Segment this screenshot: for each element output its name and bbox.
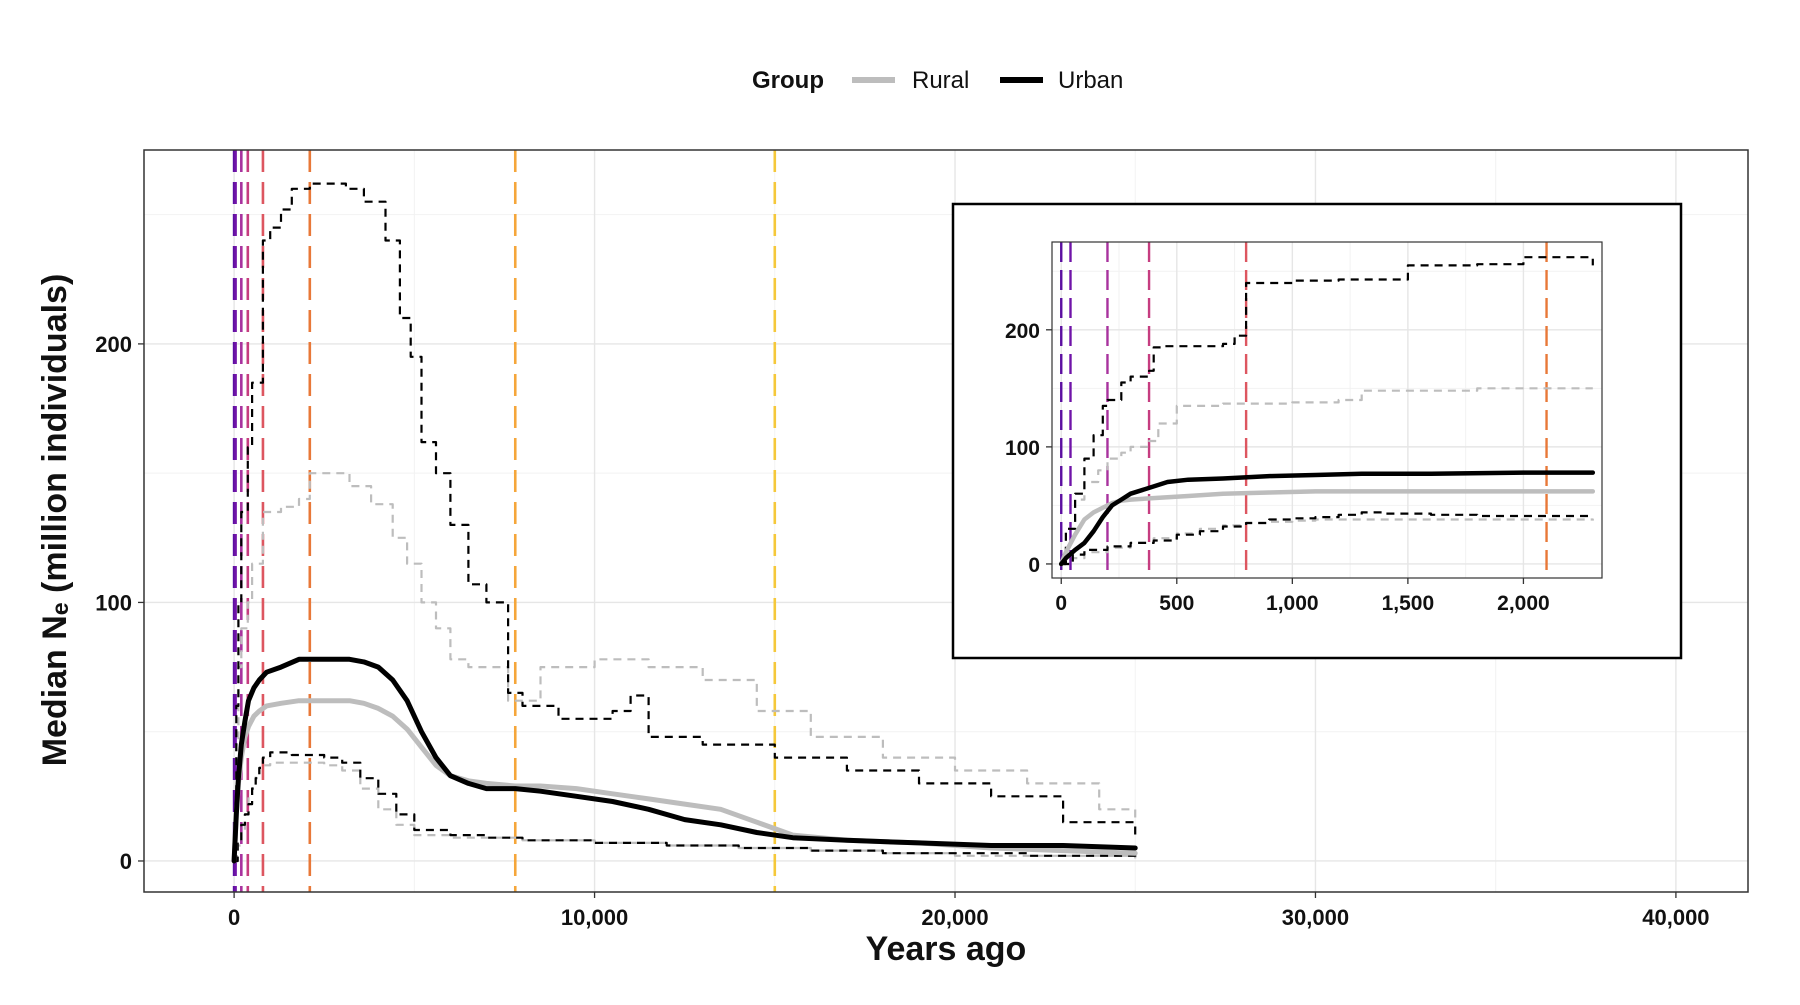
main-plot-frame xyxy=(143,149,1749,893)
inset-plot: 0 500 1,000 1,500 2,000 0 100 200 xyxy=(951,202,1683,660)
inset-x-axis: 0 500 1,000 1,500 2,000 xyxy=(1055,578,1550,615)
y-tick-label: 100 xyxy=(95,590,132,615)
series-line-rural xyxy=(231,698,1138,864)
x-tick-label: 500 xyxy=(1159,592,1194,615)
main-y-axis: 0 100 200 xyxy=(95,332,144,874)
inset-series xyxy=(1058,256,1596,567)
x-tick-label: 0 xyxy=(228,905,240,930)
inset-plot-frame xyxy=(1051,241,1603,579)
x-tick-label: 40,000 xyxy=(1642,905,1709,930)
x-tick-label: 0 xyxy=(1055,592,1067,615)
legend-label-urban: Urban xyxy=(1058,67,1123,94)
series-line-urban-upper xyxy=(1061,256,1594,566)
series-line-urban xyxy=(231,656,1138,864)
series-line-rural xyxy=(1058,489,1596,567)
y-tick-label: 0 xyxy=(1028,554,1040,577)
x-tick-label: 1,500 xyxy=(1382,592,1435,615)
legend-title: Group xyxy=(752,67,824,94)
y-tick-label: 0 xyxy=(120,849,132,874)
main-series xyxy=(231,182,1138,864)
inset-y-axis: 0 100 200 xyxy=(1005,320,1052,577)
x-axis-title: Years ago xyxy=(866,930,1027,968)
main-plot: 0 10,000 20,000 30,000 40,000 0 100 200 xyxy=(95,149,1749,930)
y-tick-label: 200 xyxy=(95,332,132,357)
series-line-urban xyxy=(1058,470,1596,567)
series-line-urban-upper xyxy=(234,182,1137,863)
x-tick-label: 30,000 xyxy=(1282,905,1349,930)
series-line-rural-upper xyxy=(1061,387,1593,566)
legend-label-rural: Rural xyxy=(912,67,969,94)
x-tick-label: 1,000 xyxy=(1266,592,1319,615)
y-axis-title: Median Nₑ (million individuals) xyxy=(36,274,74,767)
y-tick-label: 200 xyxy=(1005,320,1040,343)
main-x-axis: 0 10,000 20,000 30,000 40,000 xyxy=(228,892,1710,930)
series-line-urban-lower xyxy=(234,751,1137,863)
series-line-rural-upper xyxy=(234,472,1137,863)
legend: Group Rural Urban xyxy=(752,67,1123,94)
x-tick-label: 20,000 xyxy=(921,905,988,930)
x-tick-label: 10,000 xyxy=(561,905,628,930)
x-tick-label: 2,000 xyxy=(1497,592,1550,615)
y-tick-label: 100 xyxy=(1005,437,1040,460)
